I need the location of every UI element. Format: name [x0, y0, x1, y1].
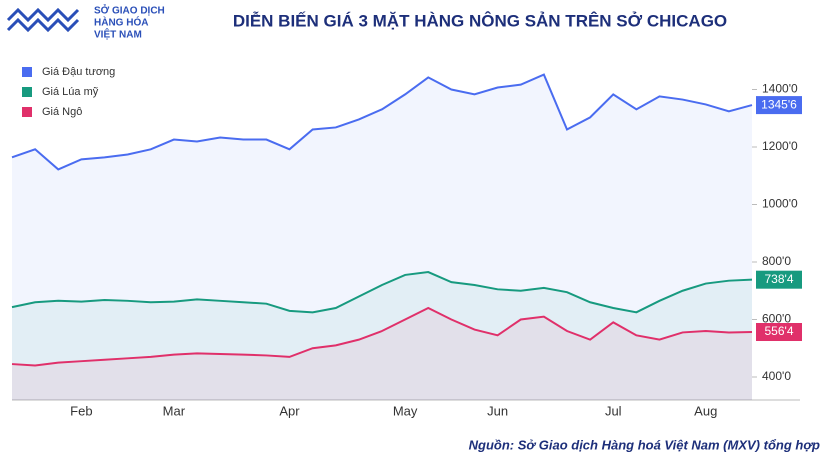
line: [11, 73, 753, 171]
area: [12, 272, 752, 400]
x-tick-label: Feb: [70, 403, 92, 418]
value-label-box: [756, 323, 802, 342]
y-tick-label: 1200'0: [762, 139, 798, 153]
line: [11, 306, 753, 367]
logo-text: VIỆT NAM: [94, 28, 142, 41]
y-tick-label: 400'0: [762, 369, 791, 383]
logo-text: SỞ GIAO DỊCH: [94, 4, 165, 17]
value-label: 738'4: [765, 272, 794, 286]
value-label: 1345'6: [761, 97, 797, 111]
line: [11, 271, 753, 314]
chart-title: DIỄN BIẾN GIÁ 3 MẶT HÀNG NÔNG SẢN TRÊN S…: [233, 11, 727, 30]
legend-swatch: [22, 67, 32, 77]
x-tick-label: Jul: [605, 403, 622, 418]
y-tick-label: 1000'0: [762, 197, 798, 211]
x-tick-label: Jun: [487, 403, 508, 418]
x-tick-label: May: [393, 403, 418, 418]
y-tick-label: 600'0: [762, 312, 791, 326]
value-label-box: [756, 96, 802, 115]
y-tick-label: 1400'0: [762, 82, 798, 96]
logo-wave: [6, 17, 80, 33]
x-tick-label: Apr: [279, 403, 300, 418]
source-note: Nguồn: Sở Giao dịch Hàng hoá Việt Nam (M…: [469, 437, 820, 452]
y-tick-label: 800'0: [762, 254, 791, 268]
legend-label: Giá Lúa mỹ: [42, 86, 99, 98]
logo-mark: [6, 7, 80, 33]
legend-label: Giá Đậu tương: [42, 66, 115, 78]
value-label-box: [756, 270, 802, 289]
x-tick-label: Aug: [694, 403, 717, 418]
area: [12, 74, 752, 401]
legend-label: Giá Ngô: [42, 106, 82, 118]
logo-text: HÀNG HÓA: [94, 16, 148, 29]
legend-swatch: [22, 87, 32, 97]
x-tick-label: Mar: [163, 403, 186, 418]
value-label: 556'4: [765, 324, 794, 338]
legend-swatch: [22, 107, 32, 117]
logo-wave: [6, 7, 80, 23]
